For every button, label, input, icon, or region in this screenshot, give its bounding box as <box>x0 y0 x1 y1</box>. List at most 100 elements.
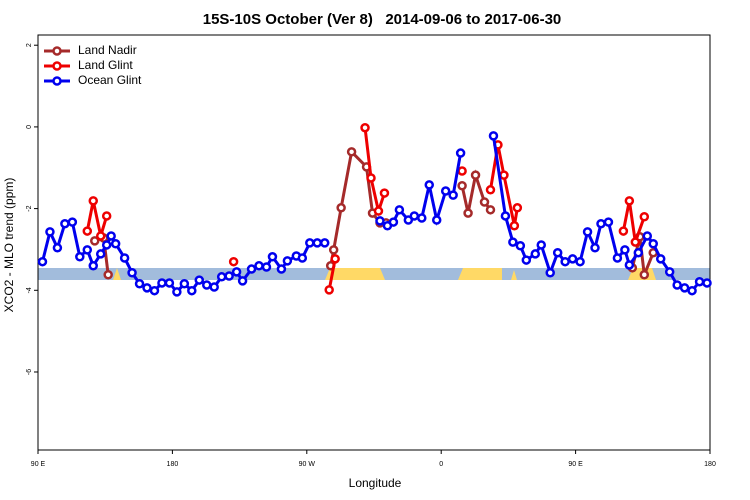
data-point <box>642 231 653 241</box>
data-point <box>672 280 682 290</box>
data-point <box>282 256 293 266</box>
data-point <box>500 211 511 221</box>
data-point <box>379 188 390 198</box>
x-tick-label: 180 <box>167 461 179 468</box>
data-point <box>403 215 414 225</box>
y-tick-label: -2 <box>26 205 33 211</box>
data-point <box>336 203 346 213</box>
data-point <box>67 217 78 227</box>
data-point <box>228 256 239 267</box>
data-point <box>231 267 242 277</box>
data-point <box>328 245 339 255</box>
data-point <box>664 267 675 277</box>
data-point <box>134 279 145 289</box>
data-point <box>509 221 520 231</box>
chart-title: 15S-10S October (Ver 8) 2014-09-06 to 20… <box>203 11 562 28</box>
data-point <box>567 254 578 264</box>
data-point <box>512 203 523 213</box>
data-point <box>201 280 212 290</box>
x-tick-label: 180 <box>704 461 716 468</box>
data-point <box>702 278 712 288</box>
legend-label: Land Nadir <box>78 43 137 57</box>
data-point <box>488 131 499 141</box>
data-point <box>366 173 376 183</box>
data-point <box>75 252 85 262</box>
data-point <box>694 276 705 287</box>
data-point <box>179 279 190 289</box>
data-point <box>463 208 473 218</box>
data-point <box>103 270 113 280</box>
data-point <box>536 240 547 250</box>
data-point <box>52 243 63 253</box>
data-point <box>95 231 106 241</box>
land-band <box>458 268 502 280</box>
data-point <box>545 267 555 278</box>
data-point <box>630 237 641 247</box>
data-point <box>276 264 287 274</box>
legend-marker <box>52 61 62 71</box>
data-point <box>394 205 405 215</box>
data-point <box>194 275 205 285</box>
x-tick-label: 90 W <box>299 461 316 468</box>
data-point <box>82 245 93 255</box>
data-point <box>88 261 99 271</box>
data-point <box>479 197 490 207</box>
data-point <box>149 285 160 296</box>
data-point <box>639 270 650 280</box>
data-point <box>417 213 427 223</box>
data-point <box>530 249 541 259</box>
series-line <box>85 127 646 291</box>
data-point <box>312 238 323 248</box>
data-point <box>119 253 130 263</box>
surface-band <box>38 268 710 280</box>
land-band <box>325 268 385 280</box>
plot-frame <box>37 34 711 451</box>
data-point <box>409 211 420 221</box>
data-point <box>457 180 467 191</box>
data-point <box>297 253 308 263</box>
data-point <box>582 227 593 237</box>
data-point <box>45 227 55 237</box>
data-point <box>60 218 70 229</box>
data-point <box>624 196 635 206</box>
data-point <box>37 256 48 267</box>
data-point <box>521 255 532 265</box>
data-point <box>552 247 563 258</box>
land-band <box>511 270 517 280</box>
data-point <box>246 264 257 274</box>
data-point <box>346 147 357 157</box>
data-point <box>319 238 330 248</box>
data-point <box>101 211 112 221</box>
data-point <box>440 186 451 196</box>
data-point <box>324 285 334 295</box>
data-point <box>305 238 315 248</box>
data-point <box>330 254 340 264</box>
land-band <box>113 268 121 280</box>
data-point <box>590 243 600 253</box>
data-point <box>633 247 644 258</box>
data-point <box>101 240 112 250</box>
data-point <box>95 249 106 259</box>
data-point <box>596 218 606 229</box>
legend-label: Land Glint <box>78 58 133 72</box>
data-point <box>620 245 630 255</box>
y-tick-label: -4 <box>26 287 33 293</box>
data-point <box>388 217 399 227</box>
data-point <box>237 276 248 286</box>
data-point <box>187 285 197 296</box>
data-point <box>82 226 93 236</box>
data-point <box>515 241 526 251</box>
data-point <box>470 170 481 180</box>
legend-label: Ocean Glint <box>78 73 142 87</box>
y-tick-label: 0 <box>26 125 33 129</box>
data-point <box>172 287 182 297</box>
data-point <box>157 278 167 288</box>
data-point <box>110 238 121 249</box>
data-point <box>455 148 466 158</box>
y-tick-label: 2 <box>26 43 33 47</box>
x-tick-label: 90 E <box>31 461 46 468</box>
data-point <box>424 180 435 190</box>
x-axis-label: Longitude <box>349 476 402 490</box>
